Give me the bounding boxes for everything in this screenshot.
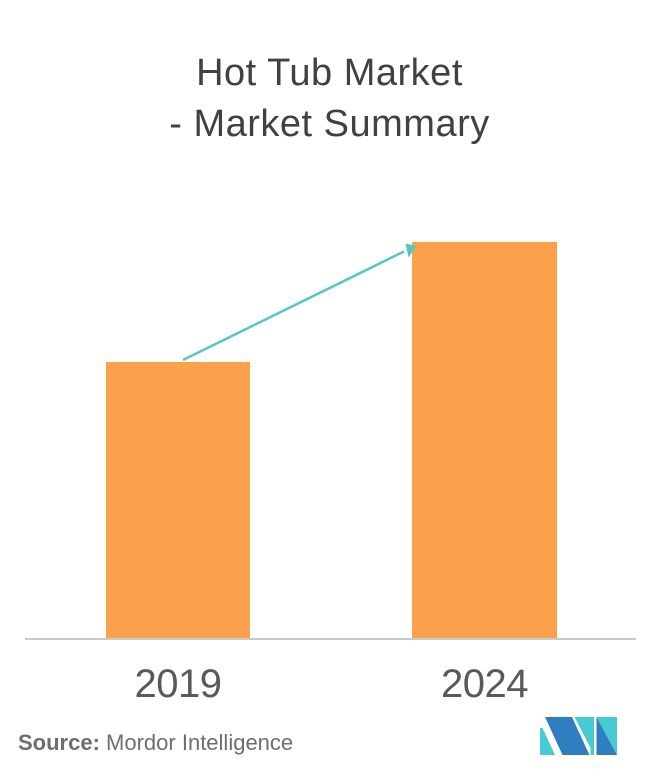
bar-2019 <box>106 362 250 639</box>
bar-2024 <box>412 242 557 639</box>
source-label: Source: <box>18 730 100 755</box>
x-axis-label-2019: 2019 <box>134 662 222 706</box>
chart-title: Hot Tub Market - Market Summary <box>0 48 659 150</box>
x-axis-label-2024: 2024 <box>441 662 528 706</box>
mordor-intelligence-logo-icon <box>540 717 617 755</box>
chart-title-line1: Hot Tub Market <box>196 52 463 94</box>
chart-title-line2: - Market Summary <box>169 103 490 145</box>
x-axis-line <box>25 638 636 640</box>
source-attribution: Source: Mordor Intelligence <box>18 730 293 756</box>
source-value: Mordor Intelligence <box>106 730 294 755</box>
